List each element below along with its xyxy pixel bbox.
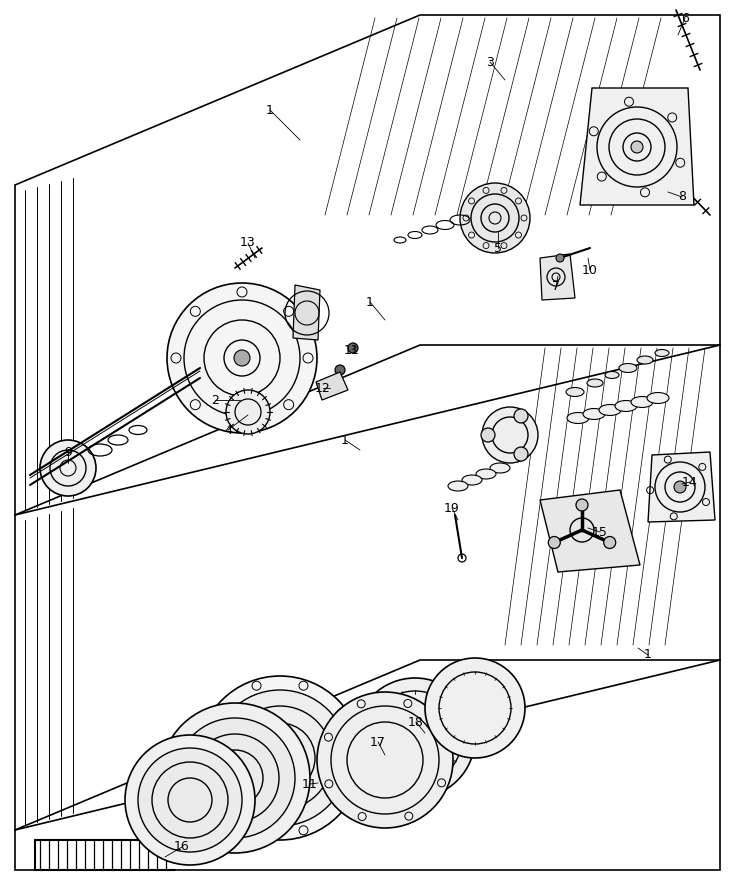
Ellipse shape bbox=[655, 350, 669, 357]
Text: 6: 6 bbox=[681, 11, 689, 25]
Text: 13: 13 bbox=[240, 237, 256, 250]
Circle shape bbox=[576, 499, 588, 511]
Ellipse shape bbox=[490, 463, 510, 473]
Polygon shape bbox=[648, 452, 715, 522]
Text: 19: 19 bbox=[444, 502, 460, 515]
Circle shape bbox=[175, 718, 295, 838]
Text: 1: 1 bbox=[341, 434, 349, 447]
Polygon shape bbox=[540, 490, 640, 572]
Circle shape bbox=[335, 365, 345, 375]
Text: 4: 4 bbox=[224, 424, 232, 436]
Circle shape bbox=[198, 676, 362, 840]
Text: 1: 1 bbox=[644, 648, 652, 661]
Circle shape bbox=[138, 748, 242, 852]
Polygon shape bbox=[316, 372, 348, 400]
Circle shape bbox=[212, 690, 348, 826]
Circle shape bbox=[167, 283, 317, 433]
Text: 10: 10 bbox=[582, 263, 598, 276]
Circle shape bbox=[125, 735, 255, 865]
Text: 1: 1 bbox=[366, 296, 374, 308]
Circle shape bbox=[226, 390, 270, 434]
Circle shape bbox=[348, 343, 358, 353]
Ellipse shape bbox=[567, 412, 589, 424]
Ellipse shape bbox=[647, 393, 669, 404]
Text: 12: 12 bbox=[315, 381, 331, 395]
Text: 5: 5 bbox=[494, 241, 502, 254]
Text: 11: 11 bbox=[302, 778, 318, 790]
Ellipse shape bbox=[637, 356, 653, 364]
Text: 2: 2 bbox=[211, 394, 219, 406]
Circle shape bbox=[355, 678, 475, 798]
Circle shape bbox=[674, 481, 686, 493]
Ellipse shape bbox=[462, 475, 482, 485]
Polygon shape bbox=[293, 285, 320, 340]
Text: 1: 1 bbox=[266, 103, 274, 117]
Ellipse shape bbox=[599, 404, 621, 416]
Text: 8: 8 bbox=[678, 191, 686, 203]
Circle shape bbox=[514, 409, 528, 423]
Circle shape bbox=[317, 692, 453, 828]
Text: 15: 15 bbox=[592, 525, 608, 539]
Circle shape bbox=[548, 537, 560, 548]
Circle shape bbox=[556, 254, 564, 262]
Text: 9: 9 bbox=[64, 447, 72, 459]
Text: 16: 16 bbox=[174, 841, 190, 854]
Ellipse shape bbox=[619, 364, 637, 373]
Circle shape bbox=[631, 141, 643, 153]
Circle shape bbox=[460, 183, 530, 253]
Ellipse shape bbox=[587, 379, 603, 387]
Ellipse shape bbox=[615, 401, 637, 411]
Polygon shape bbox=[580, 88, 694, 205]
Circle shape bbox=[265, 743, 295, 773]
Ellipse shape bbox=[631, 396, 653, 407]
Text: 3: 3 bbox=[486, 56, 494, 69]
Polygon shape bbox=[540, 254, 575, 300]
Circle shape bbox=[603, 537, 616, 548]
Ellipse shape bbox=[583, 409, 605, 419]
Ellipse shape bbox=[605, 372, 619, 379]
Circle shape bbox=[40, 440, 96, 496]
Text: 14: 14 bbox=[682, 476, 698, 488]
Circle shape bbox=[313, 778, 323, 788]
Ellipse shape bbox=[566, 388, 584, 396]
Circle shape bbox=[514, 447, 528, 461]
Circle shape bbox=[482, 407, 538, 463]
Text: 11: 11 bbox=[344, 343, 360, 357]
Circle shape bbox=[481, 428, 495, 442]
Circle shape bbox=[160, 703, 310, 853]
Ellipse shape bbox=[448, 481, 468, 491]
Text: 17: 17 bbox=[370, 736, 386, 749]
Ellipse shape bbox=[476, 469, 496, 479]
Circle shape bbox=[425, 658, 525, 758]
Text: 18: 18 bbox=[408, 715, 424, 728]
Text: 7: 7 bbox=[552, 281, 560, 293]
Circle shape bbox=[234, 350, 250, 366]
